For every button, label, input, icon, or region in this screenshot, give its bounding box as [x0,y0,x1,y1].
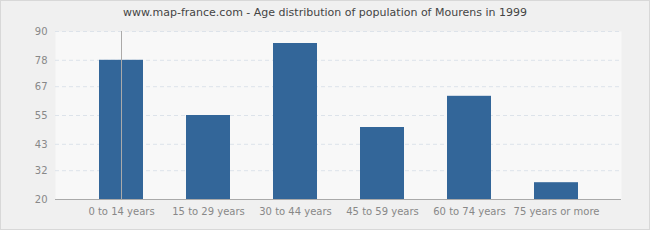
svg-text:78: 78 [35,55,48,66]
svg-text:75 years or more: 75 years or more [514,206,600,217]
svg-text:55: 55 [35,110,48,121]
svg-text:45 to 59 years: 45 to 59 years [346,206,419,217]
svg-text:60 to 74 years: 60 to 74 years [433,206,506,217]
svg-text:90: 90 [35,26,48,37]
svg-text:0 to 14 years: 0 to 14 years [88,206,154,217]
svg-text:20: 20 [35,194,48,205]
svg-text:15 to 29 years: 15 to 29 years [172,206,245,217]
svg-text:30 to 44 years: 30 to 44 years [259,206,332,217]
svg-text:32: 32 [35,165,48,176]
html-text:www.map-france.com - Age distr: www.map-france.com - Age distribution of… [123,6,527,19]
svg-text:67: 67 [35,81,48,92]
svg-text:43: 43 [35,139,48,150]
